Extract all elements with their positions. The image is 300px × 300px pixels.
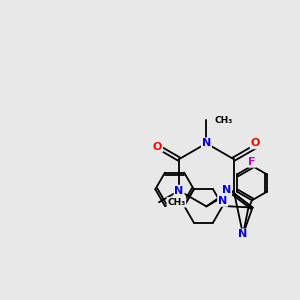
Text: N: N — [175, 186, 184, 196]
Text: O: O — [250, 138, 260, 148]
Text: N: N — [222, 185, 231, 195]
Text: N: N — [218, 196, 227, 206]
Text: O: O — [153, 142, 162, 152]
Text: F: F — [248, 157, 256, 167]
Text: N: N — [202, 138, 211, 148]
Text: N: N — [238, 230, 247, 239]
Text: CH₃: CH₃ — [167, 198, 185, 207]
Text: CH₃: CH₃ — [215, 116, 233, 124]
